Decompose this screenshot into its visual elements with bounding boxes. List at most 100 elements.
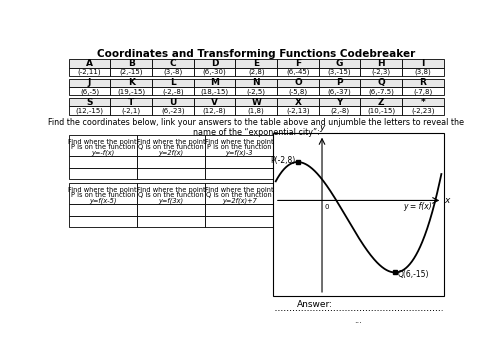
Text: (-2,13): (-2,13) xyxy=(286,107,310,114)
Text: D: D xyxy=(211,59,218,68)
Text: (19,-15): (19,-15) xyxy=(117,88,145,95)
Text: (-2,-8): (-2,-8) xyxy=(162,88,184,95)
Text: Q is on the function: Q is on the function xyxy=(138,144,204,150)
Bar xyxy=(68,183,137,204)
Text: y=2f(x)+7: y=2f(x)+7 xyxy=(222,198,256,204)
Text: F: F xyxy=(295,59,301,68)
Text: (12,-15): (12,-15) xyxy=(76,107,104,114)
Bar xyxy=(274,133,444,297)
Bar xyxy=(68,68,110,76)
Text: Y: Y xyxy=(336,97,343,107)
Bar xyxy=(68,135,137,156)
Text: C: C xyxy=(170,59,176,68)
Text: (3,-15): (3,-15) xyxy=(328,69,351,75)
Text: (10,-15): (10,-15) xyxy=(367,107,396,114)
Text: (1,8): (1,8) xyxy=(248,107,264,114)
Bar xyxy=(360,106,402,115)
Text: (-7,8): (-7,8) xyxy=(414,88,432,95)
Text: Find where the point: Find where the point xyxy=(136,187,205,193)
Text: (-2,23): (-2,23) xyxy=(411,107,434,114)
Text: Find where the point: Find where the point xyxy=(205,139,274,145)
Bar xyxy=(137,135,205,156)
Bar xyxy=(137,216,205,227)
Text: P is on the function: P is on the function xyxy=(70,192,135,198)
Text: (6,-37): (6,-37) xyxy=(328,88,351,95)
Text: O: O xyxy=(294,78,302,87)
Text: y: y xyxy=(320,124,324,132)
Text: Find the coordinates below, link your answers to the table above and unjumble th: Find the coordinates below, link your an… xyxy=(48,118,464,137)
Bar xyxy=(68,204,137,216)
Bar xyxy=(68,59,110,68)
Bar xyxy=(110,59,152,68)
Bar xyxy=(205,135,274,156)
Bar xyxy=(319,106,360,115)
Text: x: x xyxy=(444,196,450,205)
Text: Find where the point: Find where the point xyxy=(68,187,137,193)
Bar xyxy=(402,98,444,106)
Bar xyxy=(68,87,110,96)
Text: y=2f(x): y=2f(x) xyxy=(158,150,184,156)
Bar xyxy=(277,98,319,106)
Text: Z: Z xyxy=(378,97,384,107)
Bar xyxy=(402,87,444,96)
Bar xyxy=(277,87,319,96)
Bar xyxy=(152,87,194,96)
Text: S: S xyxy=(86,97,93,107)
Bar xyxy=(137,168,205,179)
Bar xyxy=(360,59,402,68)
Text: *: * xyxy=(420,97,426,107)
Text: Find where the point: Find where the point xyxy=(136,139,205,145)
Text: ...: ... xyxy=(354,316,362,325)
Text: (6,-45): (6,-45) xyxy=(286,69,310,75)
Text: N: N xyxy=(252,78,260,87)
Bar xyxy=(194,68,235,76)
Bar xyxy=(194,79,235,87)
Bar xyxy=(319,79,360,87)
Bar xyxy=(402,79,444,87)
Bar xyxy=(110,68,152,76)
Text: T: T xyxy=(128,97,134,107)
Text: P(-2,8): P(-2,8) xyxy=(270,156,295,165)
Text: Q is on the function: Q is on the function xyxy=(206,192,272,198)
Text: L: L xyxy=(170,78,176,87)
Bar xyxy=(236,98,277,106)
Bar xyxy=(68,156,137,168)
Text: H: H xyxy=(378,59,385,68)
Text: y=f(x-5): y=f(x-5) xyxy=(89,198,117,204)
Bar xyxy=(319,87,360,96)
Text: G: G xyxy=(336,59,344,68)
Text: (-2,11): (-2,11) xyxy=(78,69,102,75)
Text: K: K xyxy=(128,78,134,87)
Text: (-2,5): (-2,5) xyxy=(247,88,266,95)
Text: Answer:: Answer: xyxy=(296,300,332,309)
Bar xyxy=(277,68,319,76)
Text: A: A xyxy=(86,59,93,68)
Text: (6,-7.5): (6,-7.5) xyxy=(368,88,394,95)
Text: (6,-30): (6,-30) xyxy=(202,69,226,75)
Text: U: U xyxy=(169,97,176,107)
Text: Coordinates and Transforming Functions Codebreaker: Coordinates and Transforming Functions C… xyxy=(97,49,416,59)
Bar xyxy=(194,98,235,106)
Bar xyxy=(110,79,152,87)
Bar xyxy=(236,87,277,96)
Text: (2,8): (2,8) xyxy=(248,69,264,75)
Text: Q: Q xyxy=(378,78,385,87)
Text: (3,8): (3,8) xyxy=(414,69,432,75)
Bar xyxy=(152,59,194,68)
Bar xyxy=(360,68,402,76)
Bar xyxy=(360,79,402,87)
Text: E: E xyxy=(253,59,260,68)
Text: I: I xyxy=(422,59,424,68)
Text: J: J xyxy=(88,78,91,87)
Text: 0: 0 xyxy=(324,204,329,210)
Text: Q is on the function: Q is on the function xyxy=(138,192,204,198)
Text: (12,-8): (12,-8) xyxy=(203,107,226,114)
Text: B: B xyxy=(128,59,134,68)
Bar xyxy=(236,59,277,68)
Text: (-5,8): (-5,8) xyxy=(288,88,308,95)
Bar xyxy=(402,59,444,68)
Text: y=-f(x): y=-f(x) xyxy=(91,150,114,156)
Bar xyxy=(236,79,277,87)
Bar xyxy=(137,183,205,204)
Bar xyxy=(110,106,152,115)
